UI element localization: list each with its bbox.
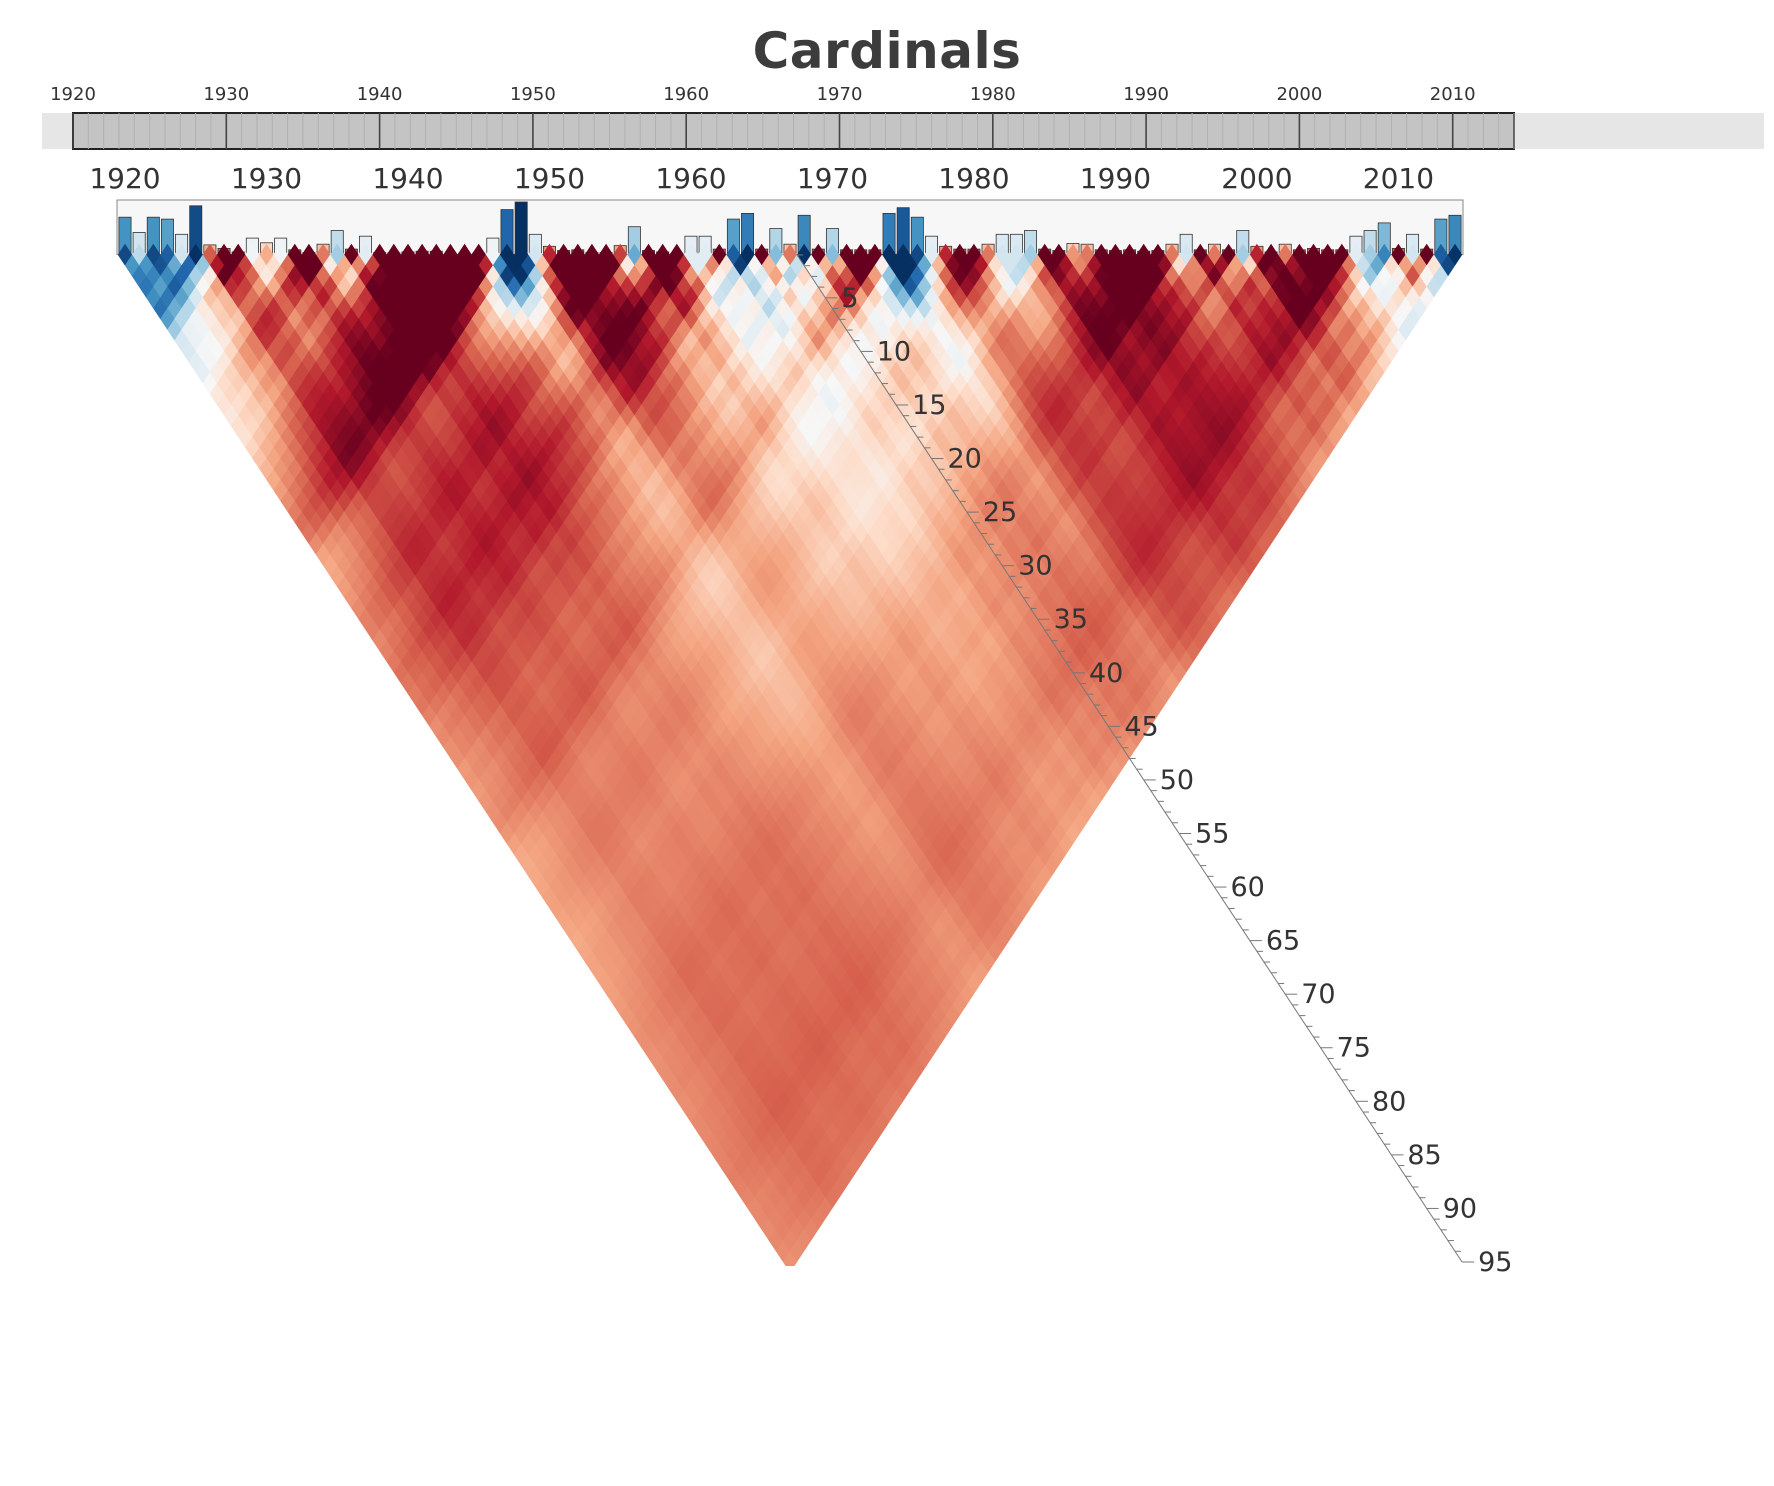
brush-tick-label: 1990 [1123,84,1169,105]
span-tick-label: 55 [1195,818,1229,849]
brush-tick-label: 1980 [970,84,1016,105]
span-tick-label: 10 [877,336,911,367]
chart-title: Cardinals [752,22,1022,80]
brush-tick-label: 1930 [203,84,249,105]
brush-tick-label: 1920 [50,84,96,105]
year-tick-label: 1920 [89,162,160,195]
year-tick-label: 1960 [655,162,726,195]
span-tick-label: 25 [983,497,1017,528]
brush-tick-label: 1950 [510,84,556,105]
span-tick-label: 30 [1018,551,1052,582]
span-tick-label: 85 [1407,1140,1441,1171]
brush-tick-label: 1960 [663,84,709,105]
span-tick-label: 60 [1230,872,1264,903]
mask-bottom [0,1266,1774,1486]
span-tick-label: 75 [1337,1033,1371,1064]
span-tick-label: 15 [912,390,946,421]
brush-tick-label: 2000 [1276,84,1322,105]
year-tick-label: 1930 [231,162,302,195]
heatmap-triangle [0,243,1774,1486]
span-tick-label: 40 [1089,658,1123,689]
span-tick-label: 95 [1478,1247,1512,1278]
span-tick-label: 70 [1301,979,1335,1010]
span-tick-label: 90 [1443,1193,1477,1224]
span-tick-label: 5 [841,283,858,314]
year-tick-label: 2010 [1363,162,1434,195]
year-tick-label: 1970 [797,162,868,195]
year-tick-label: 1980 [938,162,1009,195]
span-tick-label: 80 [1372,1086,1406,1117]
year-tick-label: 2000 [1221,162,1292,195]
brush-tick-label: 1970 [817,84,863,105]
year-tick-label: 1940 [372,162,443,195]
span-tick-label: 50 [1160,765,1194,796]
brush-tick-label: 1940 [357,84,403,105]
year-tick-label: 1950 [514,162,585,195]
brush-tick-label: 2010 [1430,84,1476,105]
year-tick-label: 1990 [1080,162,1151,195]
span-tick-label: 45 [1124,711,1158,742]
span-tick-label: 35 [1054,604,1088,635]
span-tick-label: 20 [947,444,981,475]
time-brush[interactable]: 1920 1930 1940 1950 1960 1970 1980 1990 2000 2010 [42,84,1764,150]
span-tick-label: 65 [1266,926,1300,957]
